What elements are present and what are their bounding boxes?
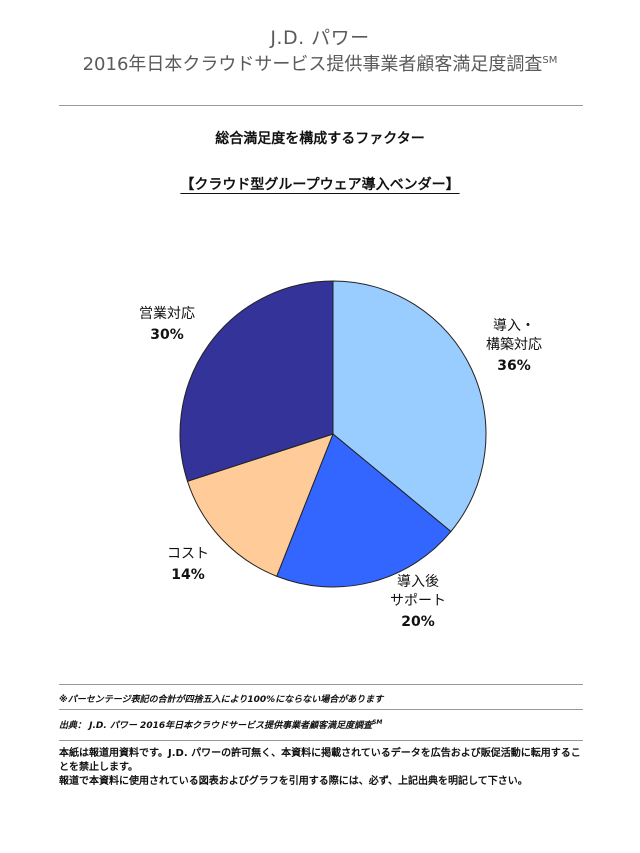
pie-slice-install-build	[332, 280, 487, 533]
notes-middle-divider	[59, 709, 583, 710]
slice-label-cost: コスト	[167, 546, 209, 562]
brand-name: J.D. パワー	[270, 27, 370, 49]
disclaimer-line-2: 報道で本資料に使用されている図表およびグラフを引用する際には、必ず、上記出典を明…	[59, 776, 528, 787]
slice-label-after-support: サポート	[390, 593, 446, 609]
chart-subtitle-text: 【クラウド型グループウェア導入ベンダー】	[180, 177, 460, 193]
pie-slice-sales	[179, 280, 334, 482]
slice-label-install-build: 構築対応	[486, 337, 542, 353]
slice-value-after-support: 20%	[401, 614, 435, 630]
slice-label-install-build: 導入・	[493, 318, 535, 334]
header-divider	[59, 105, 583, 106]
survey-title-text: 2016年日本クラウドサービス提供事業者顧客満足度調査	[82, 54, 543, 75]
service-mark: SM	[542, 55, 558, 66]
notes-top-divider	[59, 684, 583, 685]
disclaimer-line-1: 本紙は報道用資料です。J.D. パワーの許可無く、本資料に掲載されているデータを…	[59, 748, 581, 773]
chart-title: 総合満足度を構成するファクター	[215, 131, 425, 147]
source-note: 出典： J.D. パワー 2016年日本クラウドサービス提供事業者顧客満足度調査…	[59, 718, 383, 732]
rounding-note: ※パーセンテージ表記の合計が四捨五入により100%にならない場合があります	[59, 695, 384, 705]
survey-title: 2016年日本クラウドサービス提供事業者顧客満足度調査SM	[0, 52, 640, 78]
chart-subtitle: 【クラウド型グループウェア導入ベンダー】	[0, 174, 640, 194]
notes-bottom-divider	[59, 740, 583, 741]
slice-value-cost: 14%	[171, 567, 205, 583]
report-header: J.D. パワー 2016年日本クラウドサービス提供事業者顧客満足度調査SM	[0, 26, 640, 78]
source-service-mark: SM	[372, 719, 383, 726]
slice-value-install-build: 36%	[497, 358, 531, 374]
slice-label-sales: 営業対応	[139, 306, 195, 322]
slice-value-sales: 30%	[150, 327, 184, 343]
pie-slice-after-support	[276, 433, 452, 588]
disclaimer: 本紙は報道用資料です。J.D. パワーの許可無く、本資料に掲載されているデータを…	[59, 747, 589, 789]
slice-label-after-support: 導入後	[397, 574, 439, 590]
source-note-text: 出典： J.D. パワー 2016年日本クラウドサービス提供事業者顧客満足度調査	[59, 721, 373, 731]
